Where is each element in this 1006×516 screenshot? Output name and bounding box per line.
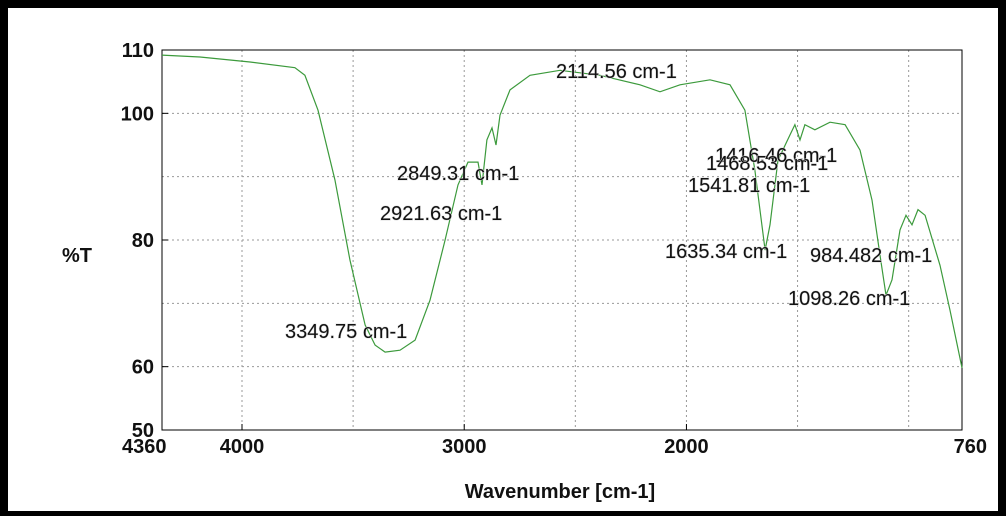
- peak-annotation: 984.482 cm-1: [810, 245, 932, 267]
- y-tick-label: 60: [132, 357, 154, 379]
- peak-annotation: 1541.81 cm-1: [688, 175, 810, 197]
- spectrum-line: [161, 54, 963, 369]
- peak-annotation: 1468.53 cm-1: [706, 153, 828, 175]
- y-tick-label: 50: [132, 420, 154, 442]
- peak-annotation: 1098.26 cm-1: [788, 288, 910, 310]
- y-tick-label: 80: [132, 230, 154, 252]
- chart: %T Wavenumber [cm-1] 50 60 80 100 110 4360 400…: [8, 8, 998, 511]
- peak-annotation: 1416.46 cm-1: [715, 145, 837, 167]
- peak-annotation: 1635.34 cm-1: [665, 241, 787, 263]
- y-tick-label: 110: [122, 40, 154, 62]
- peak-annotation: 2849.31 cm-1: [397, 163, 519, 185]
- x-tick-label: 4000: [220, 436, 265, 458]
- y-tick-label: 100: [121, 103, 154, 125]
- x-tick-label: 3000: [442, 436, 487, 458]
- y-axis-label: %T: [62, 245, 92, 267]
- x-tick-label: 4360: [122, 436, 167, 458]
- peak-annotation: 2921.63 cm-1: [380, 203, 502, 225]
- peak-annotation: 3349.75 cm-1: [285, 321, 407, 343]
- x-axis-label: Wavenumber [cm-1]: [465, 481, 655, 503]
- peak-annotation: 2114.56 cm-1: [556, 61, 677, 83]
- x-tick-label: 2000: [664, 436, 709, 458]
- x-tick-label: 760: [954, 436, 987, 458]
